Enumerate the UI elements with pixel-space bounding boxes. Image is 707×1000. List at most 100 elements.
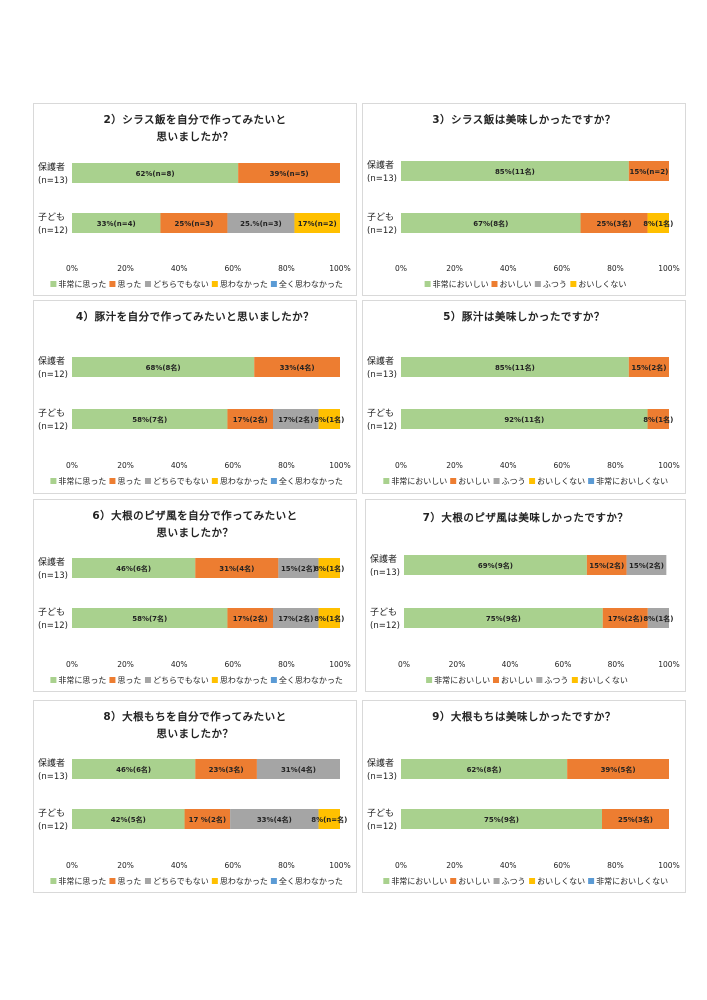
legend-label: 全く思わなかった <box>279 476 343 486</box>
data-label: 15%(2名) <box>589 561 624 570</box>
chart-title-line: 4）豚汁を自分で作ってみたいと思いましたか？ <box>75 311 315 323</box>
legend-label: どちらでもない <box>153 877 209 886</box>
legend-swatch <box>270 677 277 683</box>
x-tick-label: 80% <box>278 264 295 273</box>
legend-label: 思わなかった <box>220 676 268 685</box>
data-label: 85%(11名) <box>495 363 535 372</box>
x-tick-label: 0% <box>66 861 78 870</box>
chart-title-line: 6）大根のピザ風を自分で作ってみたいと <box>92 510 298 522</box>
category-label: 保護者 <box>367 159 394 171</box>
chart-title: 6）大根のピザ風を自分で作ってみたいと 思いましたか？ <box>34 508 356 542</box>
x-tick-label: 0% <box>66 264 78 273</box>
legend-swatch <box>450 878 457 884</box>
data-label: 62%(8名) <box>467 765 502 774</box>
bar-segment <box>318 608 340 628</box>
data-label: 46%(6名) <box>116 564 151 573</box>
x-tick-label: 0% <box>398 660 410 669</box>
chart-svg: 保護者 (n=13) 85%(11名) 15%(2名) 子ども (n=12) 92%(11名… <box>367 355 680 486</box>
legend-swatch <box>50 281 57 287</box>
legend-swatch <box>424 281 431 287</box>
chart-title-line: 7）大根のピザ風は美味しかったですか？ <box>422 512 629 524</box>
bar-segment <box>184 809 231 829</box>
chart-title: 9）大根もちは美味しかったですか？ <box>363 709 685 726</box>
legend-swatch <box>270 878 277 884</box>
legend-swatch <box>109 478 116 484</box>
bar-segment <box>230 809 319 829</box>
bar-segment <box>404 608 603 628</box>
bar-segment <box>273 409 319 429</box>
bar-segment <box>401 161 629 181</box>
legend-swatch <box>493 878 500 884</box>
chart-svg: 保護者 (n=12) 68%(8名) 33%(4名) 子ども (n=12) 58%(7名) 1… <box>38 355 351 486</box>
chart-title-line: 思いましたか？ <box>156 131 234 143</box>
legend-label: 思わなかった <box>220 280 268 289</box>
legend-label: 思った <box>117 477 141 486</box>
legend-label: おいしい <box>458 877 490 886</box>
category-label: 保護者 <box>38 757 65 769</box>
legend-label: 全く思わなかった <box>279 675 343 685</box>
data-label: 25%(3名) <box>597 219 632 228</box>
legend-label: 非常においしい <box>391 876 447 886</box>
category-label: 保護者 <box>38 556 65 568</box>
chart-panel: 2）シラス飯を自分で作ってみたいと 思いましたか？ 保護者 (n=13) 62%(n=8… <box>33 103 357 296</box>
bar-segment <box>273 608 319 628</box>
legend-swatch <box>50 677 57 683</box>
x-tick-label: 100% <box>329 264 350 273</box>
bar-segment <box>628 161 669 181</box>
data-label: 31%(4名) <box>281 765 316 774</box>
x-tick-label: 20% <box>117 264 134 273</box>
legend-label: ふつう <box>544 676 568 685</box>
x-tick-label: 20% <box>117 461 134 470</box>
legend-swatch <box>492 677 499 683</box>
category-sample-size: (n=13) <box>370 568 400 578</box>
bar-segment <box>238 163 340 183</box>
x-tick-label: 0% <box>66 660 78 669</box>
legend-label: おいしい <box>501 676 533 685</box>
bar-segment <box>401 409 648 429</box>
chart-title: 3）シラス飯は美味しかったですか？ <box>363 112 685 129</box>
data-label: 25%(3名) <box>618 815 653 824</box>
category-label: 子ども <box>367 212 394 223</box>
data-label: 39%(n=5) <box>270 170 309 178</box>
bar-segment <box>401 809 602 829</box>
chart-svg: 保護者 (n=13) 62%(8名) 39%(5名) 子ども (n=12) 75%(9名) 2… <box>367 757 680 886</box>
data-label: 62%(n=8) <box>136 170 175 178</box>
bar-segment <box>72 809 185 829</box>
legend-label: 非常においしくない <box>596 876 668 886</box>
x-tick-label: 100% <box>329 660 350 669</box>
chart-panel: 8）大根もちを自分で作ってみたいと 思いましたか？ 保護者 (n=13) 46%(6名)… <box>33 700 357 893</box>
bar-segment <box>72 357 255 377</box>
chart-panel: 7）大根のピザ風は美味しかったですか？ 保護者 (n=13) 69%(9名) 15%(2… <box>365 499 686 692</box>
x-tick-label: 40% <box>500 861 517 870</box>
x-tick-label: 40% <box>500 264 517 273</box>
data-label: 8%(n=名) <box>311 815 347 824</box>
chart-title: 8）大根もちを自分で作ってみたいと 思いましたか？ <box>34 709 356 743</box>
legend-label: 非常においしくない <box>596 476 668 486</box>
bar-segment <box>318 409 340 429</box>
data-label: 75%(9名) <box>486 614 521 623</box>
data-label: 69%(9名) <box>478 561 513 570</box>
legend-swatch <box>144 677 151 683</box>
legend-label: 思った <box>117 280 141 289</box>
legend-label: おいしくない <box>580 676 628 685</box>
category-label: 子ども <box>370 607 397 618</box>
data-label: 17%(2名) <box>278 614 313 623</box>
data-label: 25%(n=3) <box>175 220 214 228</box>
x-tick-label: 80% <box>278 660 295 669</box>
bar-segment <box>401 759 568 779</box>
legend-label: おいしくない <box>578 280 626 289</box>
category-sample-size: (n=12) <box>38 226 68 236</box>
legend-label: おいしくない <box>537 877 585 886</box>
data-label: 8%(1名) <box>314 564 344 573</box>
legend-label: おいしい <box>499 280 531 289</box>
bar-segment <box>72 558 196 578</box>
x-tick-label: 20% <box>117 660 134 669</box>
legend-label: 全く思わなかった <box>279 876 343 886</box>
bar-segment <box>254 357 340 377</box>
data-label: 15%(n=2) <box>629 168 668 176</box>
chart-svg: 保護者 (n=13) 62%(n=8) 39%(n=5) 子ども (n=12) 33%(n=… <box>38 161 351 289</box>
legend-swatch <box>270 478 277 484</box>
legend-swatch <box>493 478 500 484</box>
x-tick-label: 60% <box>553 861 570 870</box>
legend-swatch <box>211 677 218 683</box>
